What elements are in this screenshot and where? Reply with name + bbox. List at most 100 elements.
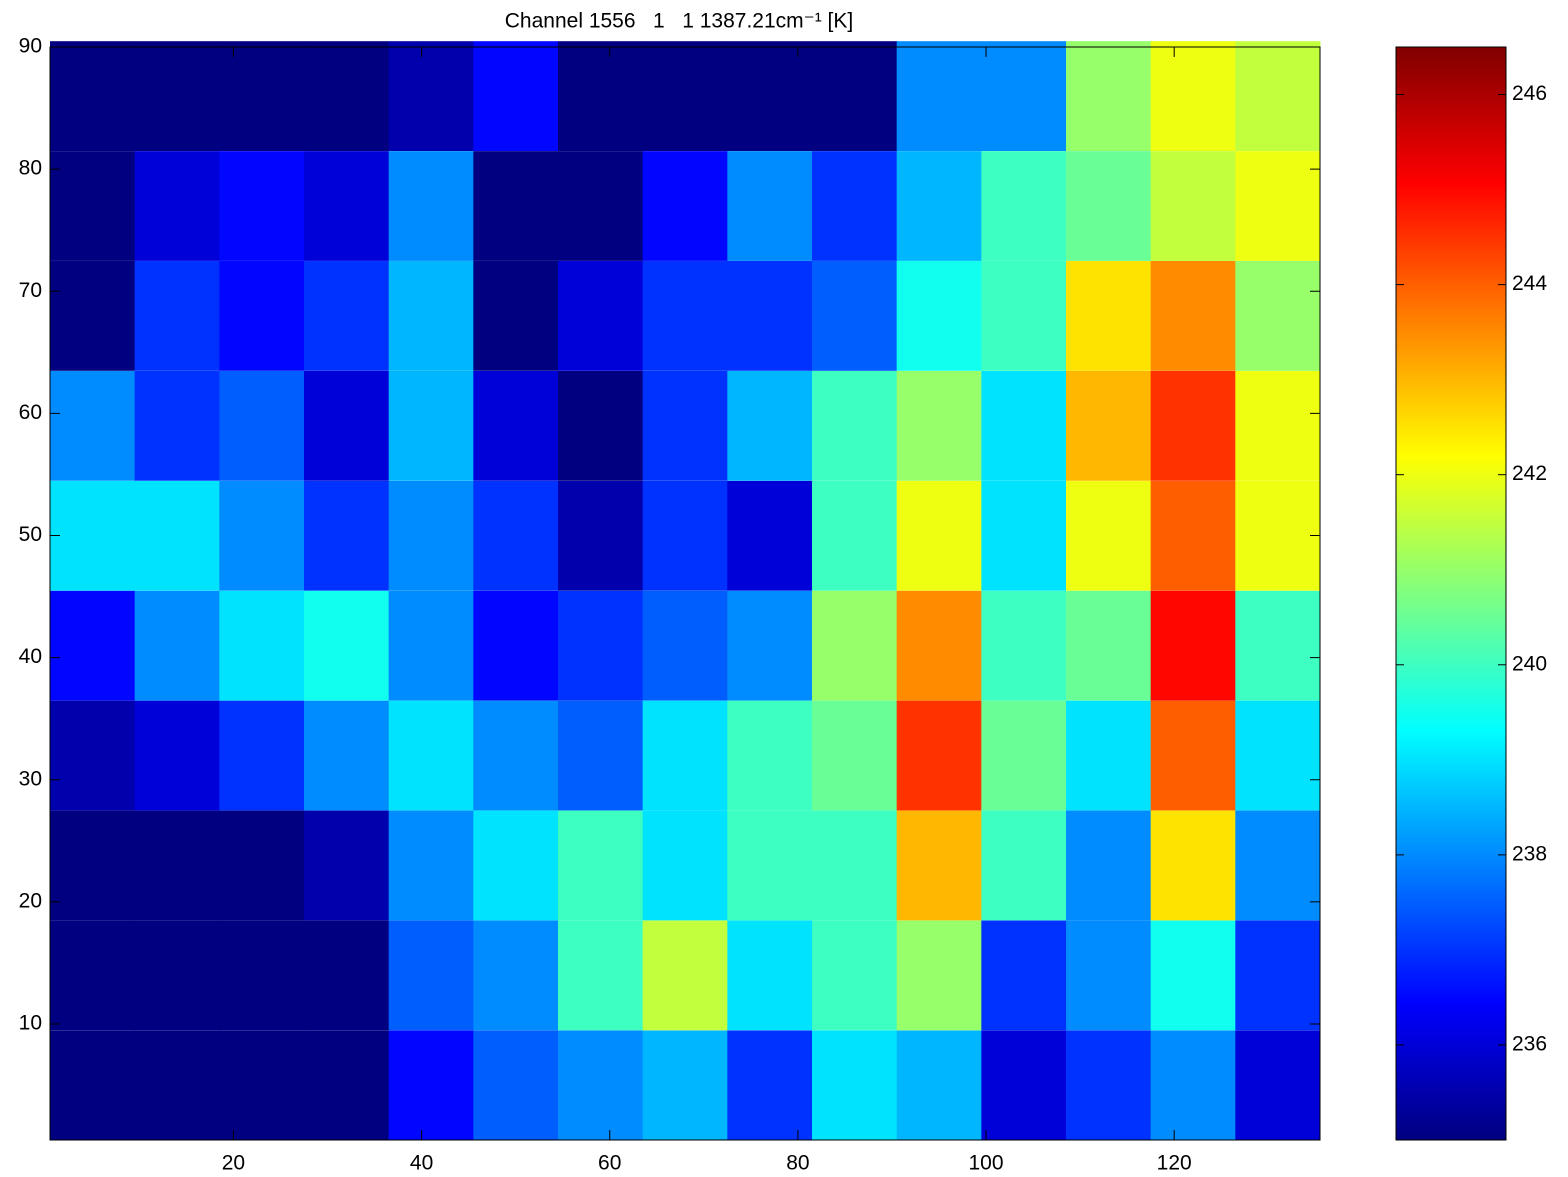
heatmap-cell: [642, 590, 728, 701]
heatmap-cell: [812, 480, 898, 591]
heatmap-cell: [642, 151, 728, 261]
heatmap-cell: [219, 370, 305, 481]
heatmap-cell: [558, 151, 644, 261]
heatmap-cell: [134, 261, 220, 371]
heatmap-cell: [304, 700, 390, 811]
heatmap-cell: [473, 480, 559, 591]
heatmap-cell: [981, 810, 1067, 921]
heatmap-cell: [1066, 1030, 1152, 1141]
x-tick-label: 120: [1157, 1152, 1192, 1175]
y-tick-label: 20: [19, 889, 42, 912]
heatmap-cell: [219, 41, 305, 151]
heatmap-cell: [981, 261, 1067, 371]
heatmap-cell: [388, 920, 474, 1031]
heatmap-cell: [1150, 151, 1236, 261]
heatmap-cell: [896, 261, 982, 371]
heatmap-cell: [896, 810, 982, 921]
heatmap-cell: [981, 151, 1067, 261]
heatmap-cell: [50, 370, 136, 481]
heatmap-cell: [896, 590, 982, 701]
heatmap-cell: [219, 151, 305, 261]
plot-frame: [49, 46, 1321, 1141]
heatmap-cell: [642, 920, 728, 1031]
colorbar-tick-label: 238: [1512, 842, 1547, 865]
heatmap-cell: [388, 810, 474, 921]
heatmap: [50, 41, 1321, 1141]
colorbar: [1395, 46, 1507, 1141]
heatmap-cell: [219, 1030, 305, 1141]
heatmap-cell: [304, 920, 390, 1031]
heatmap-cell: [473, 810, 559, 921]
heatmap-cell: [473, 261, 559, 371]
heatmap-cell: [304, 151, 390, 261]
x-tick-label: 100: [969, 1152, 1004, 1175]
heatmap-cell: [642, 41, 728, 151]
heatmap-cell: [896, 700, 982, 811]
heatmap-cell: [388, 261, 474, 371]
heatmap-cell: [134, 1030, 220, 1141]
heatmap-cell: [1066, 480, 1152, 591]
heatmap-cell: [981, 1030, 1067, 1141]
heatmap-cell: [812, 920, 898, 1031]
heatmap-cell: [473, 590, 559, 701]
heatmap-cell: [473, 151, 559, 261]
heatmap-cell: [558, 590, 644, 701]
heatmap-cell: [1066, 370, 1152, 481]
heatmap-cell: [134, 590, 220, 701]
heatmap-cell: [981, 700, 1067, 811]
heatmap-cell: [1066, 151, 1152, 261]
x-tick-label: 60: [598, 1152, 621, 1175]
heatmap-cell: [1066, 700, 1152, 811]
heatmap-cell: [1235, 920, 1321, 1031]
colorbar-tick-label: 236: [1512, 1033, 1547, 1056]
heatmap-cell: [642, 1030, 728, 1141]
heatmap-cell: [1235, 370, 1321, 481]
heatmap-cell: [1150, 370, 1236, 481]
heatmap-cell: [304, 261, 390, 371]
heatmap-cell: [1235, 810, 1321, 921]
heatmap-cell: [558, 1030, 644, 1141]
heatmap-cell: [219, 920, 305, 1031]
heatmap-cell: [642, 700, 728, 811]
heatmap-cell: [219, 261, 305, 371]
heatmap-cell: [134, 370, 220, 481]
heatmap-cell: [1066, 41, 1152, 151]
y-tick-label: 90: [19, 35, 42, 58]
heatmap-cell: [896, 1030, 982, 1141]
heatmap-cell: [558, 370, 644, 481]
heatmap-cell: [1066, 920, 1152, 1031]
heatmap-cell: [896, 370, 982, 481]
heatmap-cell: [388, 41, 474, 151]
heatmap-cell: [981, 41, 1067, 151]
heatmap-cell: [1235, 151, 1321, 261]
x-tick-label: 20: [222, 1152, 245, 1175]
x-tick-label: 40: [410, 1152, 433, 1175]
heatmap-cell: [727, 590, 813, 701]
heatmap-cell: [812, 1030, 898, 1141]
heatmap-cell: [812, 700, 898, 811]
heatmap-cell: [1235, 590, 1321, 701]
heatmap-cell: [134, 810, 220, 921]
heatmap-cell: [896, 920, 982, 1031]
heatmap-cell: [558, 41, 644, 151]
y-tick-label: 30: [19, 767, 42, 790]
colorbar-tick-label: 242: [1512, 462, 1547, 485]
heatmap-cell: [388, 1030, 474, 1141]
heatmap-cell: [473, 41, 559, 151]
heatmap-cell: [812, 41, 898, 151]
heatmap-cell: [473, 920, 559, 1031]
heatmap-cell: [727, 480, 813, 591]
heatmap-cell: [219, 590, 305, 701]
heatmap-cell: [558, 700, 644, 811]
heatmap-cell: [388, 700, 474, 811]
heatmap-cell: [727, 920, 813, 1031]
heatmap-cell: [1150, 41, 1236, 151]
heatmap-cell: [812, 151, 898, 261]
heatmap-cell: [1150, 920, 1236, 1031]
heatmap-cell: [219, 480, 305, 591]
heatmap-cell: [1066, 261, 1152, 371]
heatmap-cell: [727, 700, 813, 811]
heatmap-cell: [304, 41, 390, 151]
heatmap-cell: [134, 41, 220, 151]
heatmap-cell: [727, 41, 813, 151]
